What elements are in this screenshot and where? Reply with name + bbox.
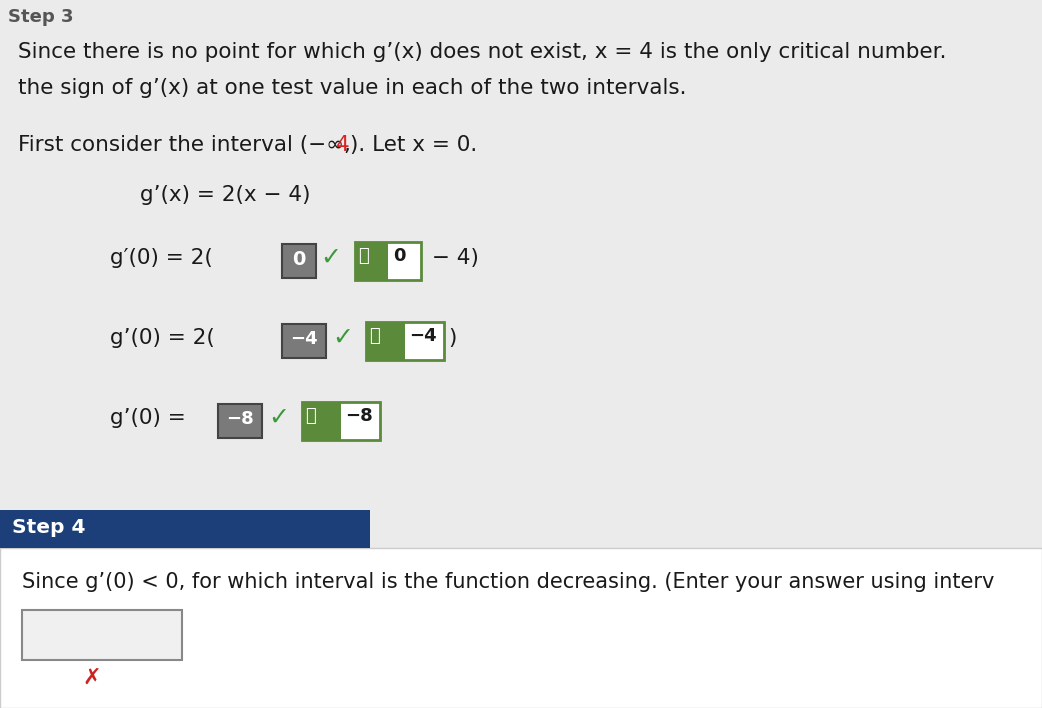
Text: g’(x) = 2(x − 4): g’(x) = 2(x − 4) xyxy=(140,185,311,205)
Text: g’(0) =: g’(0) = xyxy=(110,408,193,428)
Text: ). Let x = 0.: ). Let x = 0. xyxy=(350,135,477,155)
Text: g′(0) = 2(: g′(0) = 2( xyxy=(110,248,213,268)
Text: 🔑: 🔑 xyxy=(305,407,316,425)
Bar xyxy=(218,404,262,438)
Text: Since there is no point for which g’(x) does not exist, x = 4 is the only critic: Since there is no point for which g’(x) … xyxy=(18,42,946,62)
Bar xyxy=(282,324,326,358)
Bar xyxy=(302,402,380,440)
Text: ✓: ✓ xyxy=(268,406,289,430)
Bar xyxy=(366,322,444,360)
Text: Since g’(0) < 0, for which interval is the function decreasing. (Enter your answ: Since g’(0) < 0, for which interval is t… xyxy=(22,572,994,592)
Bar xyxy=(0,548,1042,708)
Bar xyxy=(366,322,405,360)
Text: ): ) xyxy=(448,328,456,348)
Text: −4: −4 xyxy=(290,330,318,348)
Bar xyxy=(355,242,388,280)
Text: Step 3: Step 3 xyxy=(8,8,74,26)
Text: the sign of g’(x) at one test value in each of the two intervals.: the sign of g’(x) at one test value in e… xyxy=(18,78,687,98)
Text: ✗: ✗ xyxy=(82,668,101,688)
Bar xyxy=(302,402,341,440)
Text: 0: 0 xyxy=(393,247,405,265)
Text: −8: −8 xyxy=(226,410,254,428)
Bar xyxy=(282,244,316,278)
Text: 🔑: 🔑 xyxy=(358,247,369,265)
Text: − 4): − 4) xyxy=(425,248,479,268)
Text: 0: 0 xyxy=(293,250,305,269)
Text: Step 4: Step 4 xyxy=(13,518,85,537)
Bar xyxy=(355,242,421,280)
Text: ✓: ✓ xyxy=(320,246,341,270)
Text: −8: −8 xyxy=(345,407,373,425)
Bar xyxy=(22,610,182,660)
Text: −4: −4 xyxy=(410,327,437,345)
Text: 🔑: 🔑 xyxy=(369,327,379,345)
Text: 4: 4 xyxy=(336,135,350,155)
Text: ✓: ✓ xyxy=(332,326,353,350)
Text: g’(0) = 2(: g’(0) = 2( xyxy=(110,328,215,348)
Text: First consider the interval (−∞,: First consider the interval (−∞, xyxy=(18,135,357,155)
Bar xyxy=(0,510,370,548)
